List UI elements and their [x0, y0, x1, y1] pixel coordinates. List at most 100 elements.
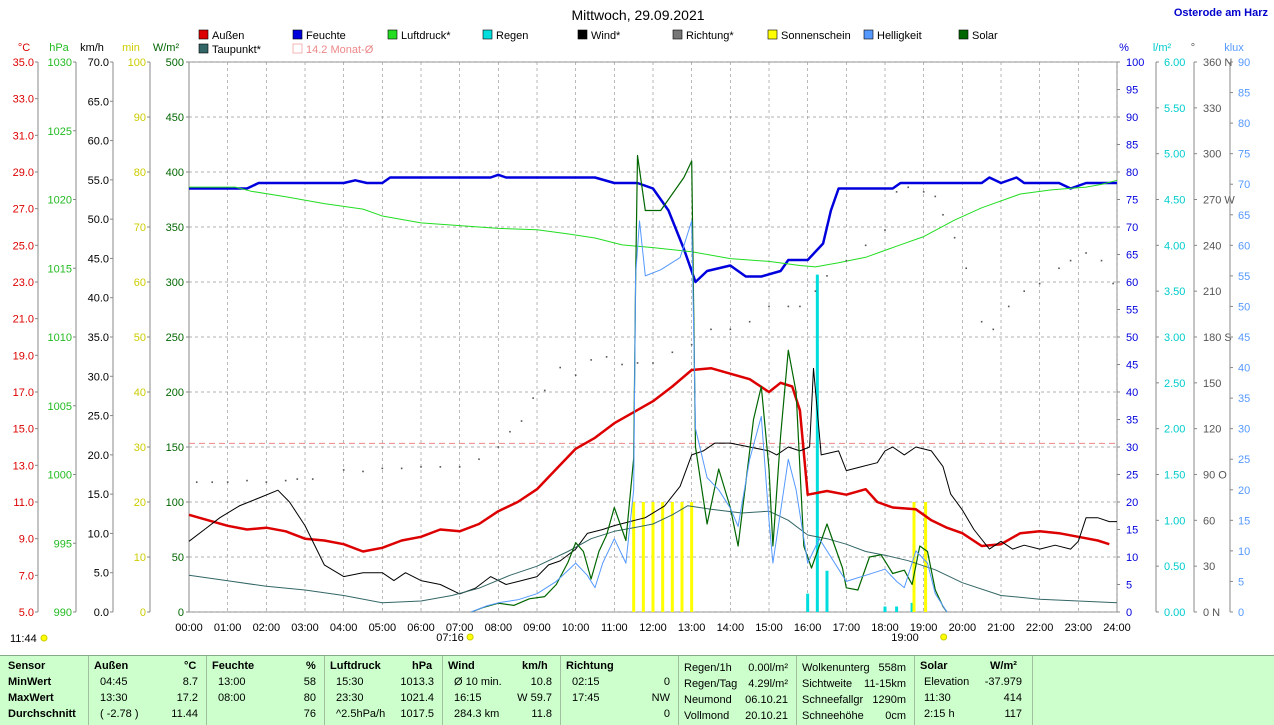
y-tick-label: 210 [1203, 286, 1221, 298]
y-tick-label: 5 [1126, 580, 1132, 592]
x-tick-label: 20:00 [949, 622, 977, 634]
stats-misc2-l: Wolkenunterg [802, 662, 870, 674]
y-tick-label: 5.0 [19, 607, 34, 619]
y-tick-label: 27.0 [13, 204, 34, 216]
legend-label: Taupunkt* [212, 44, 262, 56]
sunset-time: 19:00 [891, 632, 919, 644]
stats-header-aussen: Außen [94, 660, 129, 672]
richtung-point [965, 267, 967, 270]
chart-title: Mittwoch, 29.09.2021 [571, 7, 704, 23]
y-tick-label: 50.0 [88, 214, 109, 226]
stats-luft-v: 1017.5 [400, 708, 434, 720]
y-axis-unit: min [122, 42, 140, 54]
y-tick-label: 65 [1126, 250, 1138, 262]
y-tick-label: 0 [1126, 607, 1132, 619]
stats-label: Durchschnitt [8, 708, 76, 720]
stats-label: MaxWert [8, 692, 54, 704]
y-tick-label: 40 [134, 387, 146, 399]
richtung-point [532, 397, 534, 399]
y-tick-label: 20 [1238, 485, 1250, 497]
x-tick-label: 22:00 [1026, 622, 1054, 634]
y-axis-unit: klux [1224, 42, 1244, 54]
y-tick-label: 55.0 [88, 175, 109, 187]
richtung-point [1085, 252, 1087, 254]
y-tick-label: 25.0 [13, 240, 34, 252]
sunrise-marker [466, 633, 474, 641]
legend-label: Luftdruck* [401, 30, 451, 42]
x-tick-label: 06:00 [407, 622, 435, 634]
y-tick-label: 500 [166, 57, 184, 69]
legend-label: Richtung* [686, 30, 734, 42]
stats-feuchte-v: 58 [303, 676, 316, 688]
richtung-point [980, 320, 983, 323]
y-tick-label: 2.00 [1164, 424, 1185, 436]
y-tick-label: 1010 [48, 332, 72, 344]
richtung-point [265, 481, 268, 483]
y-tick-label: 0 N [1203, 607, 1220, 619]
stats-misc1-v: 0.00l/m² [748, 662, 788, 674]
y-tick-label: 40.0 [88, 293, 109, 305]
richtung-point [311, 478, 314, 480]
y-tick-label: 30 [1126, 442, 1138, 454]
richtung-point [907, 186, 909, 189]
richtung-point [296, 478, 299, 480]
stats-solar-v: 414 [1003, 692, 1022, 704]
y-tick-label: 200 [166, 387, 184, 399]
stats-luft-v: 1013.3 [400, 676, 434, 688]
y-tick-label: 250 [166, 332, 184, 344]
y-tick-label: 1025 [48, 126, 72, 138]
stats-richt-t: 02:15 [572, 676, 600, 688]
y-tick-label: 45 [1238, 332, 1250, 344]
legend-swatch [292, 43, 303, 54]
y-tick-label: 2.50 [1164, 378, 1185, 390]
y-tick-label: 75 [1126, 195, 1138, 207]
y-tick-label: 33.0 [13, 94, 34, 106]
richtung-point [992, 328, 995, 331]
legend-label: Feuchte [306, 30, 346, 42]
legend-label: Solar [972, 30, 998, 42]
y-tick-label: 31.0 [13, 130, 34, 142]
y-tick-label: 3.50 [1164, 286, 1185, 298]
y-tick-label: 60 [134, 277, 146, 289]
y-tick-label: 6.00 [1164, 57, 1185, 69]
wind-line [188, 367, 1117, 595]
y-tick-label: 11.0 [13, 497, 34, 509]
richtung-point [590, 359, 592, 361]
y-tick-label: 70 [1238, 179, 1250, 191]
y-tick-label: 5.0 [94, 568, 109, 580]
stats-misc1-v: 06.10.21 [745, 694, 788, 706]
y-tick-label: 330 [1203, 103, 1221, 115]
y-tick-label: 4.00 [1164, 240, 1185, 252]
stats-wind-v: 11.8 [531, 708, 552, 720]
richtung-point [400, 467, 403, 470]
y-tick-label: 1000 [48, 470, 72, 482]
stats-feuchte-t: 08:00 [218, 692, 246, 704]
richtung-point [934, 195, 937, 198]
y-tick-label: 0.0 [94, 607, 109, 619]
richtung-point [246, 479, 248, 482]
y-tick-label: 90 [134, 112, 146, 124]
legend-swatch [672, 29, 683, 40]
stats-aussen-t: ( -2.78 ) [100, 708, 139, 720]
y-tick-label: 90 O [1203, 470, 1227, 482]
y-tick-label: 60 [1203, 515, 1215, 527]
stats-luft-t: 23:30 [336, 692, 364, 704]
x-tick-label: 17:00 [833, 622, 861, 634]
stats-wind-t: Ø 10 min. [454, 676, 502, 688]
richtung-point [478, 458, 480, 461]
y-tick-label: 100 [1126, 57, 1144, 69]
stats-misc2-v: 558m [878, 662, 906, 674]
y-tick-label: 1005 [48, 401, 72, 413]
richtung-point [884, 229, 886, 231]
y-tick-label: 60.0 [88, 136, 109, 148]
y-tick-label: 55 [1238, 271, 1250, 283]
y-tick-label: 3.00 [1164, 332, 1185, 344]
stats-misc1-l: Neumond [684, 694, 732, 706]
y-tick-label: 150 [1203, 378, 1221, 390]
y-tick-label: 0.50 [1164, 561, 1185, 573]
y-tick-label: 1015 [48, 263, 72, 275]
richtung-point [748, 320, 751, 323]
y-tick-label: 10 [1238, 546, 1250, 558]
richtung-point [1100, 259, 1103, 262]
richtung-point [605, 356, 608, 358]
